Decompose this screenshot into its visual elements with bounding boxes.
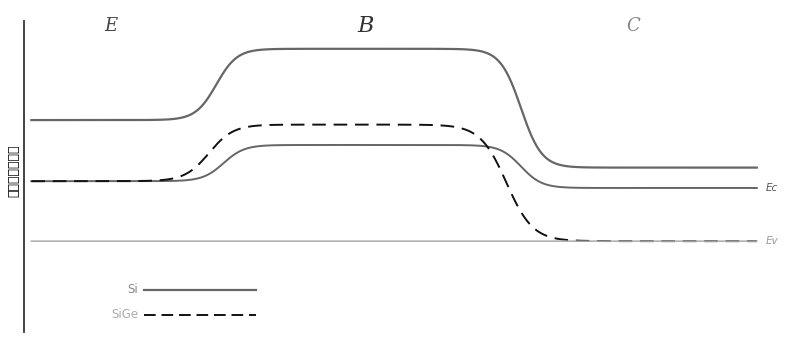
Text: Ev: Ev (766, 236, 778, 246)
Text: Ec: Ec (766, 183, 778, 193)
Text: B: B (357, 15, 374, 37)
Text: Si: Si (127, 283, 138, 296)
Text: C: C (626, 17, 640, 35)
Y-axis label: 能量（电子伏）: 能量（电子伏） (7, 145, 20, 197)
Text: E: E (105, 17, 118, 35)
Text: SiGe: SiGe (111, 308, 138, 321)
